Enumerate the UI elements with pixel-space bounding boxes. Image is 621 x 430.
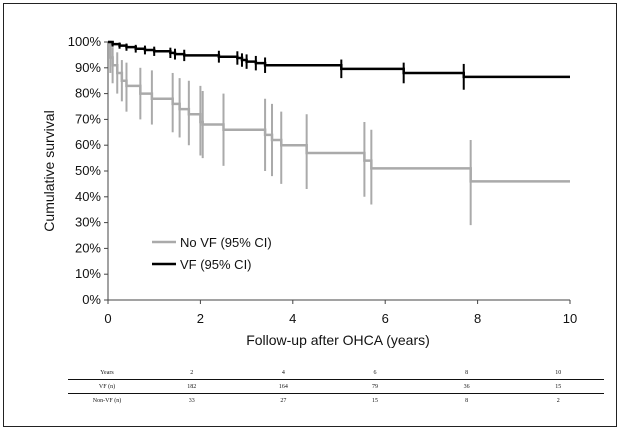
risk-table-header-row: Years 2 4 6 8 10 — [68, 366, 604, 380]
risk-table-cell: 8 — [465, 397, 469, 404]
x-tick-label: 2 — [197, 311, 204, 326]
y-tick-label: 60% — [75, 137, 101, 152]
risk-table-row-vf: VF (n) 182 164 79 36 15 — [68, 379, 604, 394]
risk-table-row-label: Non-VF (n) — [92, 397, 122, 404]
risk-table-cell: 2 — [556, 397, 560, 404]
risk-table-year: 4 — [237, 366, 330, 380]
survival-chart: 0% 10% 20% 30% 40% 50% 60% 70% 80% 90% 100% 0 2 4 6 8 1… — [41, 34, 577, 348]
x-tick-label: 8 — [474, 311, 481, 326]
x-axis-title: Follow-up after OHCA (years) — [246, 332, 430, 348]
risk-table-year: 2 — [146, 366, 238, 380]
y-axis-title: Cumulative survival — [41, 110, 57, 231]
series-layer — [108, 40, 570, 226]
y-tick-label: 90% — [75, 60, 101, 75]
risk-table-cell: 15 — [512, 379, 604, 394]
risk-table-cell: 15 — [371, 397, 378, 404]
risk-table-header-label: Years — [68, 366, 146, 380]
risk-table-cell: 36 — [420, 379, 513, 394]
y-tick-label: 20% — [75, 240, 101, 255]
legend-label-no-vf: No VF (95% CI) — [180, 235, 272, 250]
y-tick-label: 30% — [75, 215, 101, 230]
legend: No VF (95% CI) VF (95% CI) — [152, 235, 272, 272]
y-tick-label: 40% — [75, 189, 101, 204]
x-tick-label: 6 — [382, 311, 389, 326]
figure-frame — [3, 3, 617, 427]
risk-table-cell: 79 — [329, 379, 421, 394]
y-tick-label: 70% — [75, 111, 101, 126]
risk-table-year: 10 — [512, 366, 604, 380]
x-axis: 0 2 4 6 8 10 — [104, 299, 577, 326]
risk-table-row-label: VF (n) — [68, 379, 146, 394]
risk-table: Years 2 4 6 8 10 VF (n) 182 164 79 36 15… — [68, 366, 604, 407]
x-tick-label: 4 — [289, 311, 296, 326]
legend-label-vf: VF (95% CI) — [180, 257, 252, 272]
series-no-vf — [108, 40, 570, 226]
risk-table-cell: 182 — [146, 379, 238, 394]
series-vf — [108, 40, 570, 90]
y-tick-label: 50% — [75, 163, 101, 178]
risk-table-row-non-vf: Non-VF (n) 33 27 15 8 2 — [68, 394, 604, 408]
risk-table-cell: 164 — [237, 379, 330, 394]
survival-line — [108, 40, 570, 183]
survival-line — [108, 40, 570, 79]
y-tick-label: 80% — [75, 86, 101, 101]
y-axis: 0% 10% 20% 30% 40% 50% 60% 70% 80% 90% 100% — [68, 34, 109, 307]
risk-table-cell: 27 — [280, 397, 287, 404]
risk-table-cell: 33 — [188, 397, 195, 404]
y-tick-label: 100% — [68, 34, 102, 49]
risk-table-year: 8 — [420, 366, 513, 380]
y-tick-label: 10% — [75, 266, 101, 281]
x-tick-label: 10 — [563, 311, 577, 326]
y-tick-label: 0% — [82, 292, 101, 307]
x-tick-label: 0 — [104, 311, 111, 326]
risk-table-year: 6 — [329, 366, 421, 380]
